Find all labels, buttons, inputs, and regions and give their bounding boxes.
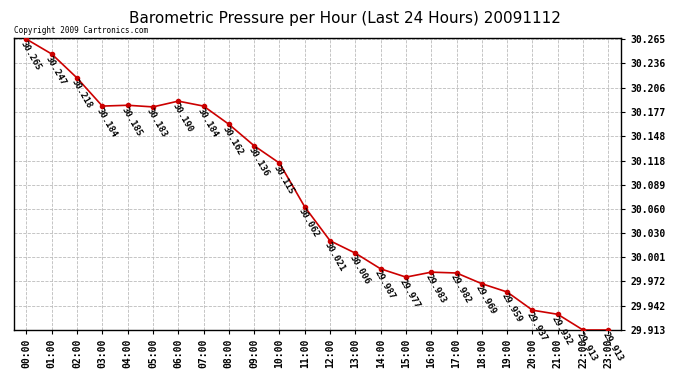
- Text: 30.062: 30.062: [297, 207, 321, 239]
- Text: 29.987: 29.987: [373, 269, 397, 301]
- Text: 30.265: 30.265: [19, 39, 43, 72]
- Text: 30.183: 30.183: [145, 107, 169, 140]
- Text: 30.184: 30.184: [196, 106, 219, 138]
- Text: 29.983: 29.983: [424, 272, 447, 304]
- Text: 29.932: 29.932: [550, 314, 574, 347]
- Text: Copyright 2009 Cartronics.com: Copyright 2009 Cartronics.com: [14, 26, 148, 34]
- Text: 29.937: 29.937: [524, 310, 549, 343]
- Text: 29.969: 29.969: [474, 284, 498, 316]
- Text: Barometric Pressure per Hour (Last 24 Hours) 20091112: Barometric Pressure per Hour (Last 24 Ho…: [129, 11, 561, 26]
- Text: 30.006: 30.006: [348, 253, 371, 286]
- Text: 29.913: 29.913: [600, 330, 624, 362]
- Text: 30.190: 30.190: [170, 101, 195, 134]
- Text: 30.162: 30.162: [221, 124, 245, 157]
- Text: 29.913: 29.913: [575, 330, 599, 362]
- Text: 30.184: 30.184: [95, 106, 119, 138]
- Text: 30.185: 30.185: [120, 105, 144, 138]
- Text: 29.959: 29.959: [500, 292, 523, 324]
- Text: 29.982: 29.982: [448, 273, 473, 305]
- Text: 30.115: 30.115: [272, 163, 295, 195]
- Text: 29.977: 29.977: [398, 277, 422, 309]
- Text: 30.021: 30.021: [322, 241, 346, 273]
- Text: 30.247: 30.247: [44, 54, 68, 87]
- Text: 30.218: 30.218: [69, 78, 93, 110]
- Text: 30.136: 30.136: [246, 146, 270, 178]
